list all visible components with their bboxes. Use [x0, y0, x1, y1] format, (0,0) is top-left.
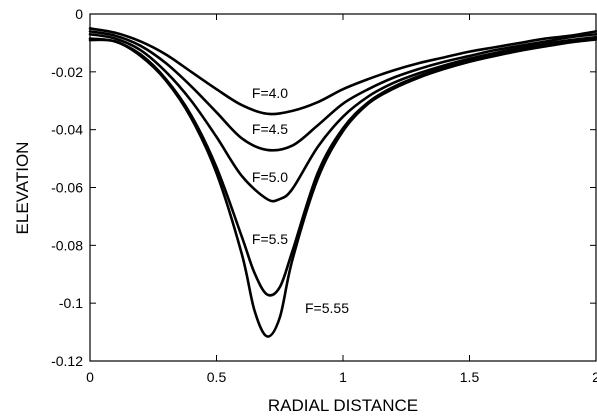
curve-label: F=4.5 [252, 121, 288, 137]
curve-label: F=5.0 [252, 169, 288, 185]
x-axis-title: RADIAL DISTANCE [268, 396, 418, 415]
curves-group [88, 27, 597, 338]
y-tick-label: -0.06 [51, 180, 83, 196]
x-tick-label: 2 [592, 369, 597, 385]
series-line [88, 37, 597, 297]
series-line [88, 30, 597, 152]
y-tick-label: -0.12 [51, 353, 83, 369]
curve-label: F=4.0 [252, 85, 288, 101]
x-tick-label: 0.5 [207, 369, 227, 385]
series-line [88, 32, 597, 203]
curve-label: F=5.5 [252, 231, 288, 247]
y-tick-label: 0 [75, 6, 83, 22]
y-tick-label: -0.02 [51, 64, 83, 80]
x-tick-label: 1 [339, 369, 347, 385]
curve-labels: F=4.0 F=4.5 F=5.0 F=5.5 F=5.55 [252, 85, 349, 316]
x-tick-label: 1.5 [460, 369, 480, 385]
curve-label: F=5.55 [305, 300, 349, 316]
y-axis-title: ELEVATION [13, 142, 32, 235]
series-line [88, 27, 597, 116]
y-axis: 0 -0.02 -0.04 -0.06 -0.08 -0.1 -0.12 [51, 6, 596, 369]
series-line [88, 38, 597, 338]
y-tick-label: -0.04 [51, 122, 83, 138]
x-tick-label: 0 [86, 369, 94, 385]
y-tick-label: -0.08 [51, 237, 83, 253]
y-tick-label: -0.1 [59, 295, 83, 311]
x-axis: 0 0.5 1 1.5 2 [86, 14, 597, 385]
